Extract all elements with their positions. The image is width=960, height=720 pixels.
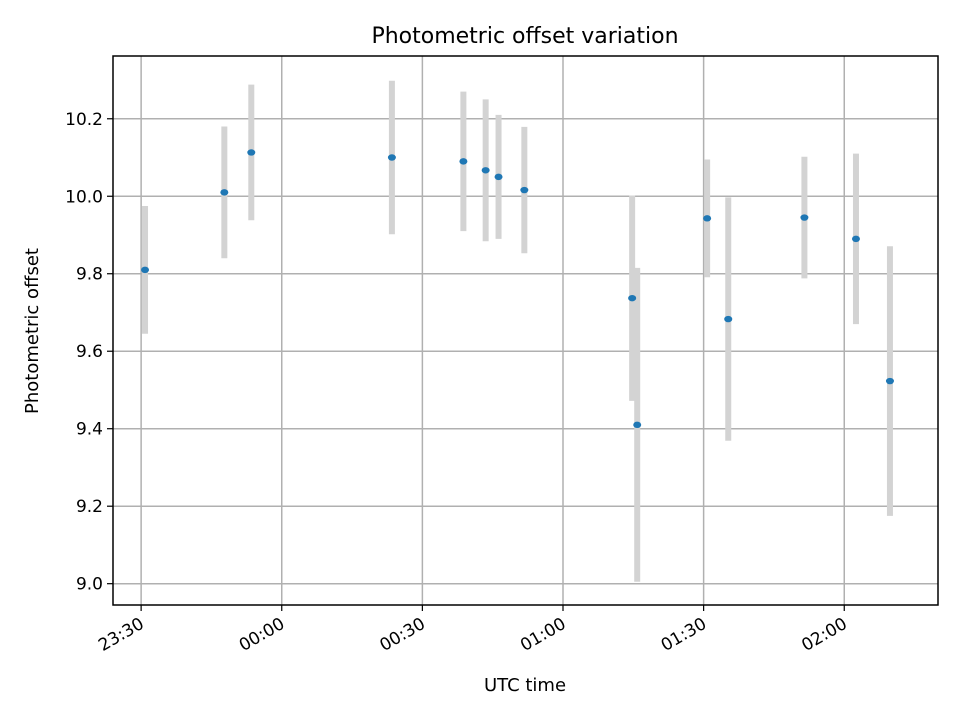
x-tick-label: 01:30 — [658, 614, 710, 656]
y-tick-label: 10.2 — [65, 110, 103, 130]
y-tick-label: 9.4 — [76, 420, 103, 440]
x-tick-label: 02:00 — [798, 614, 850, 656]
data-point — [481, 167, 490, 174]
x-axis-ticks: 23:30 00:00 00:30 01:00 01:30 02:00 — [95, 605, 851, 656]
data-points — [141, 149, 894, 429]
data-point — [885, 377, 894, 385]
y-axis-ticks: 9.0 9.2 9.4 9.6 9.8 10.0 10.2 — [65, 110, 113, 595]
y-tick-label: 9.8 — [76, 265, 103, 285]
y-tick-label: 9.0 — [76, 575, 103, 595]
x-tick-label: 00:30 — [376, 614, 428, 656]
plot-frame — [112, 55, 939, 606]
data-point — [520, 186, 529, 194]
data-point — [628, 294, 637, 302]
x-tick-label: 00:00 — [236, 614, 288, 656]
y-tick-label: 9.6 — [76, 342, 103, 362]
data-point — [141, 266, 150, 274]
data-point — [494, 173, 503, 181]
x-tick-label: 01:00 — [517, 614, 569, 656]
data-point — [633, 421, 642, 429]
data-point — [851, 235, 860, 243]
x-tick-label: 23:30 — [95, 614, 147, 656]
x-axis-label: UTC time — [484, 675, 566, 696]
data-point — [703, 215, 712, 222]
data-point — [247, 149, 256, 156]
chart-title: Photometric offset variation — [371, 24, 678, 49]
data-point — [724, 315, 733, 323]
data-point — [220, 189, 229, 196]
y-tick-label: 10.0 — [65, 187, 103, 207]
y-tick-label: 9.2 — [76, 497, 103, 517]
data-point — [387, 154, 396, 161]
data-point — [459, 158, 468, 165]
data-point — [800, 214, 809, 221]
y-axis-label: Photometric offset — [22, 248, 43, 414]
